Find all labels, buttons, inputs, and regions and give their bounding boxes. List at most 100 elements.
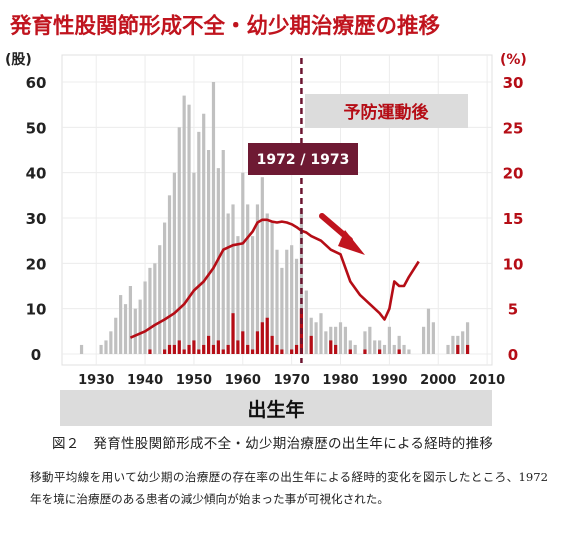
bar-total (348, 340, 352, 354)
bar-total (158, 245, 162, 354)
bar-treated (280, 349, 284, 354)
bar-total (431, 322, 435, 354)
bar-total (206, 150, 211, 354)
bar-total (280, 267, 284, 354)
y-left-tick-labels: 0 10 20 30 40 50 60 (26, 74, 47, 364)
bar-total (319, 313, 323, 354)
bar-treated (255, 331, 260, 354)
bar-total (79, 344, 84, 354)
bar-treated (363, 349, 367, 354)
bar-total (153, 263, 157, 354)
bar-total (167, 195, 172, 354)
bar-total (387, 326, 391, 354)
y-left-tick: 60 (26, 74, 47, 92)
bar-total (177, 127, 181, 354)
bar-treated (226, 344, 230, 354)
bar-total (104, 340, 108, 354)
bar-treated (211, 344, 216, 354)
bar-treated (290, 349, 294, 354)
x-tick: 2010 (469, 373, 505, 388)
bar-treated (177, 340, 181, 354)
bar-total (163, 222, 167, 354)
bar-treated (236, 340, 240, 354)
bar-total (324, 331, 328, 354)
y-right-tick: 25 (503, 119, 524, 137)
bar-total (246, 204, 250, 354)
bar-treated (148, 349, 152, 354)
bar-treated (265, 317, 269, 354)
y-right-tick-labels: 0 5 10 15 20 25 30 (503, 74, 524, 364)
bar-total (99, 344, 103, 354)
bar-treated (294, 344, 299, 354)
bar-total (378, 340, 382, 354)
y-right-tick: 5 (508, 301, 518, 319)
bar-total (314, 322, 318, 354)
x-tick: 1970 (274, 373, 310, 388)
y-left-tick: 30 (26, 210, 47, 228)
bar-total (402, 344, 406, 354)
bar-treated (397, 349, 401, 354)
bar-treated (192, 340, 196, 354)
bar-treated (309, 335, 313, 354)
x-tick: 1980 (322, 373, 358, 388)
bar-treated (182, 349, 186, 354)
bar-total (373, 340, 377, 354)
bar-total (123, 304, 128, 354)
bar-total (334, 326, 338, 354)
bar-treated (167, 344, 172, 354)
after-campaign-band (305, 94, 468, 128)
x-tick: 1950 (176, 373, 212, 388)
bar-treated (206, 335, 211, 354)
bar-total (231, 204, 235, 354)
y-right-tick: 20 (503, 165, 524, 183)
bar-treated (241, 331, 245, 354)
bar-total (368, 326, 372, 354)
bar-total (407, 349, 411, 354)
bar-total (275, 249, 279, 354)
y-left-tick: 10 (26, 301, 47, 319)
bar-treated (202, 344, 206, 354)
bar-treated (231, 313, 235, 354)
bar-total (202, 113, 206, 354)
series-total-bars (79, 82, 470, 355)
bar-treated (246, 344, 250, 354)
bar-total (187, 104, 191, 355)
y-right-tick: 15 (503, 210, 524, 228)
bar-total (270, 222, 274, 354)
bar-total (353, 344, 357, 354)
bar-total (133, 308, 137, 354)
bar-total (451, 335, 455, 354)
bar-treated (260, 322, 264, 354)
figure-caption-body: 移動平均線を用いて幼少期の治療歴の存在率の出生年による経時的変化を図示したところ… (30, 470, 548, 506)
y-left-tick: 50 (26, 119, 47, 137)
y-right-tick: 30 (503, 74, 524, 92)
bar-total (250, 236, 255, 354)
bar-total (138, 299, 142, 354)
bar-total (461, 331, 465, 354)
bar-total (382, 344, 387, 354)
x-tick: 2000 (420, 373, 456, 388)
y-right-tick: 0 (508, 346, 518, 364)
bar-total (285, 249, 289, 354)
bar-treated (250, 349, 255, 354)
bar-total (241, 172, 245, 354)
x-tick: 1990 (371, 373, 407, 388)
divider-label: 1972 / 1973 (257, 152, 350, 168)
bar-total (465, 322, 470, 354)
after-campaign-label: 予防運動後 (344, 102, 430, 123)
divider-label-box (248, 143, 358, 175)
bar-treated (163, 349, 167, 354)
bar-total (226, 213, 230, 354)
y-left-tick: 0 (31, 346, 41, 364)
bar-treated (197, 349, 201, 354)
bar-total (426, 308, 431, 354)
bar-total (343, 326, 348, 354)
bar-total (143, 281, 147, 354)
bar-treated (221, 349, 225, 354)
x-axis-label: 出生年 (247, 398, 304, 421)
series-moving-average (129, 218, 420, 339)
bar-total (265, 213, 269, 354)
x-label-band (60, 390, 492, 426)
y-right-tick: 10 (503, 255, 524, 273)
